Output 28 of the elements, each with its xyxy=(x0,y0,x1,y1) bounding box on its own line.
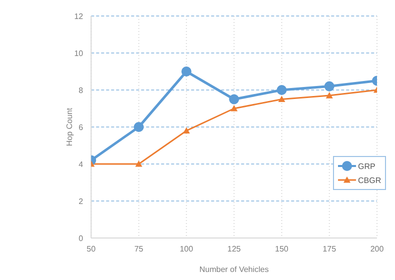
point xyxy=(278,96,286,102)
point xyxy=(324,81,334,92)
y-tick-label: 6 xyxy=(78,122,84,132)
point xyxy=(135,160,142,167)
y-tick-label: 4 xyxy=(78,160,84,169)
y-tick-label: 12 xyxy=(74,12,84,21)
x-axis-title: Number of Vehicles xyxy=(199,265,269,274)
x-tick-label: 150 xyxy=(275,244,289,254)
y-tick-label: 10 xyxy=(74,48,84,58)
point xyxy=(326,92,333,98)
point xyxy=(134,122,144,132)
x-tick-label: 100 xyxy=(180,244,194,254)
legend-label: GRP xyxy=(358,162,376,170)
y-tick-label: 0 xyxy=(78,234,84,243)
point xyxy=(230,105,238,112)
y-tick-label: 2 xyxy=(78,196,84,206)
x-tick-label: 50 xyxy=(86,244,96,254)
x-tick-label: 175 xyxy=(322,244,337,254)
legend-label: CBGR xyxy=(358,176,382,184)
y-tick-label: 8 xyxy=(78,86,84,95)
x-tick-label: 75 xyxy=(134,244,144,254)
x-tick-label: 125 xyxy=(227,244,242,254)
point xyxy=(229,94,240,104)
point xyxy=(182,127,190,134)
point xyxy=(276,85,287,95)
point xyxy=(181,66,192,76)
x-tick-label: 200 xyxy=(370,244,384,254)
y-axis-title: Hop Count xyxy=(64,107,74,146)
